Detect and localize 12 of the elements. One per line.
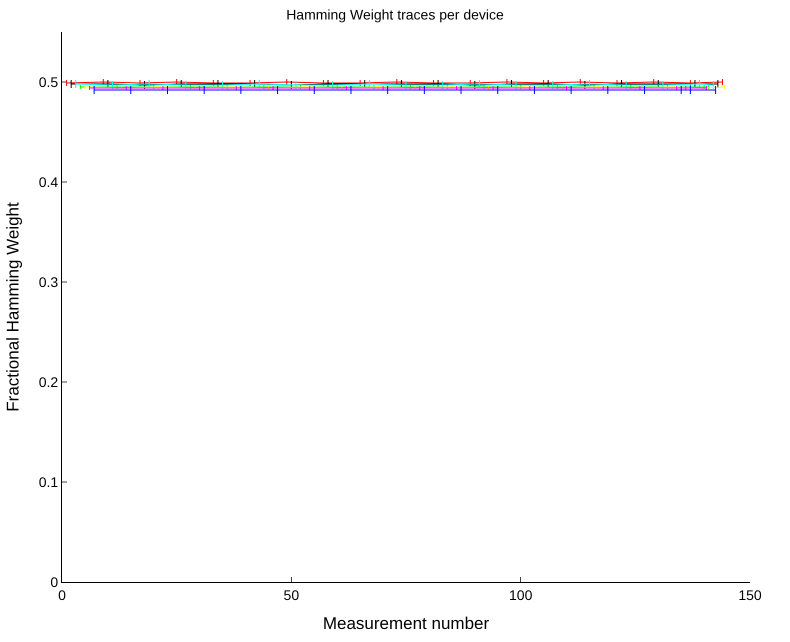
y-tick-label: 0 bbox=[50, 574, 58, 590]
y-tick-label: 0.5 bbox=[38, 74, 58, 90]
y-tick-label: 0.2 bbox=[38, 374, 58, 390]
y-axis-title: Fractional Hamming Weight bbox=[3, 202, 22, 412]
x-axis-title: Measurement number bbox=[322, 614, 490, 634]
x-tick-label: 150 bbox=[738, 586, 762, 603]
x-tick-label: 50 bbox=[284, 586, 300, 603]
y-tick-label: 0.4 bbox=[38, 174, 58, 190]
y-tick-label: 0.1 bbox=[38, 474, 58, 490]
y-tick-label: 0.3 bbox=[38, 274, 58, 290]
chart-title: Hamming Weight traces per device bbox=[286, 6, 504, 22]
x-tick-label: 100 bbox=[508, 586, 533, 603]
